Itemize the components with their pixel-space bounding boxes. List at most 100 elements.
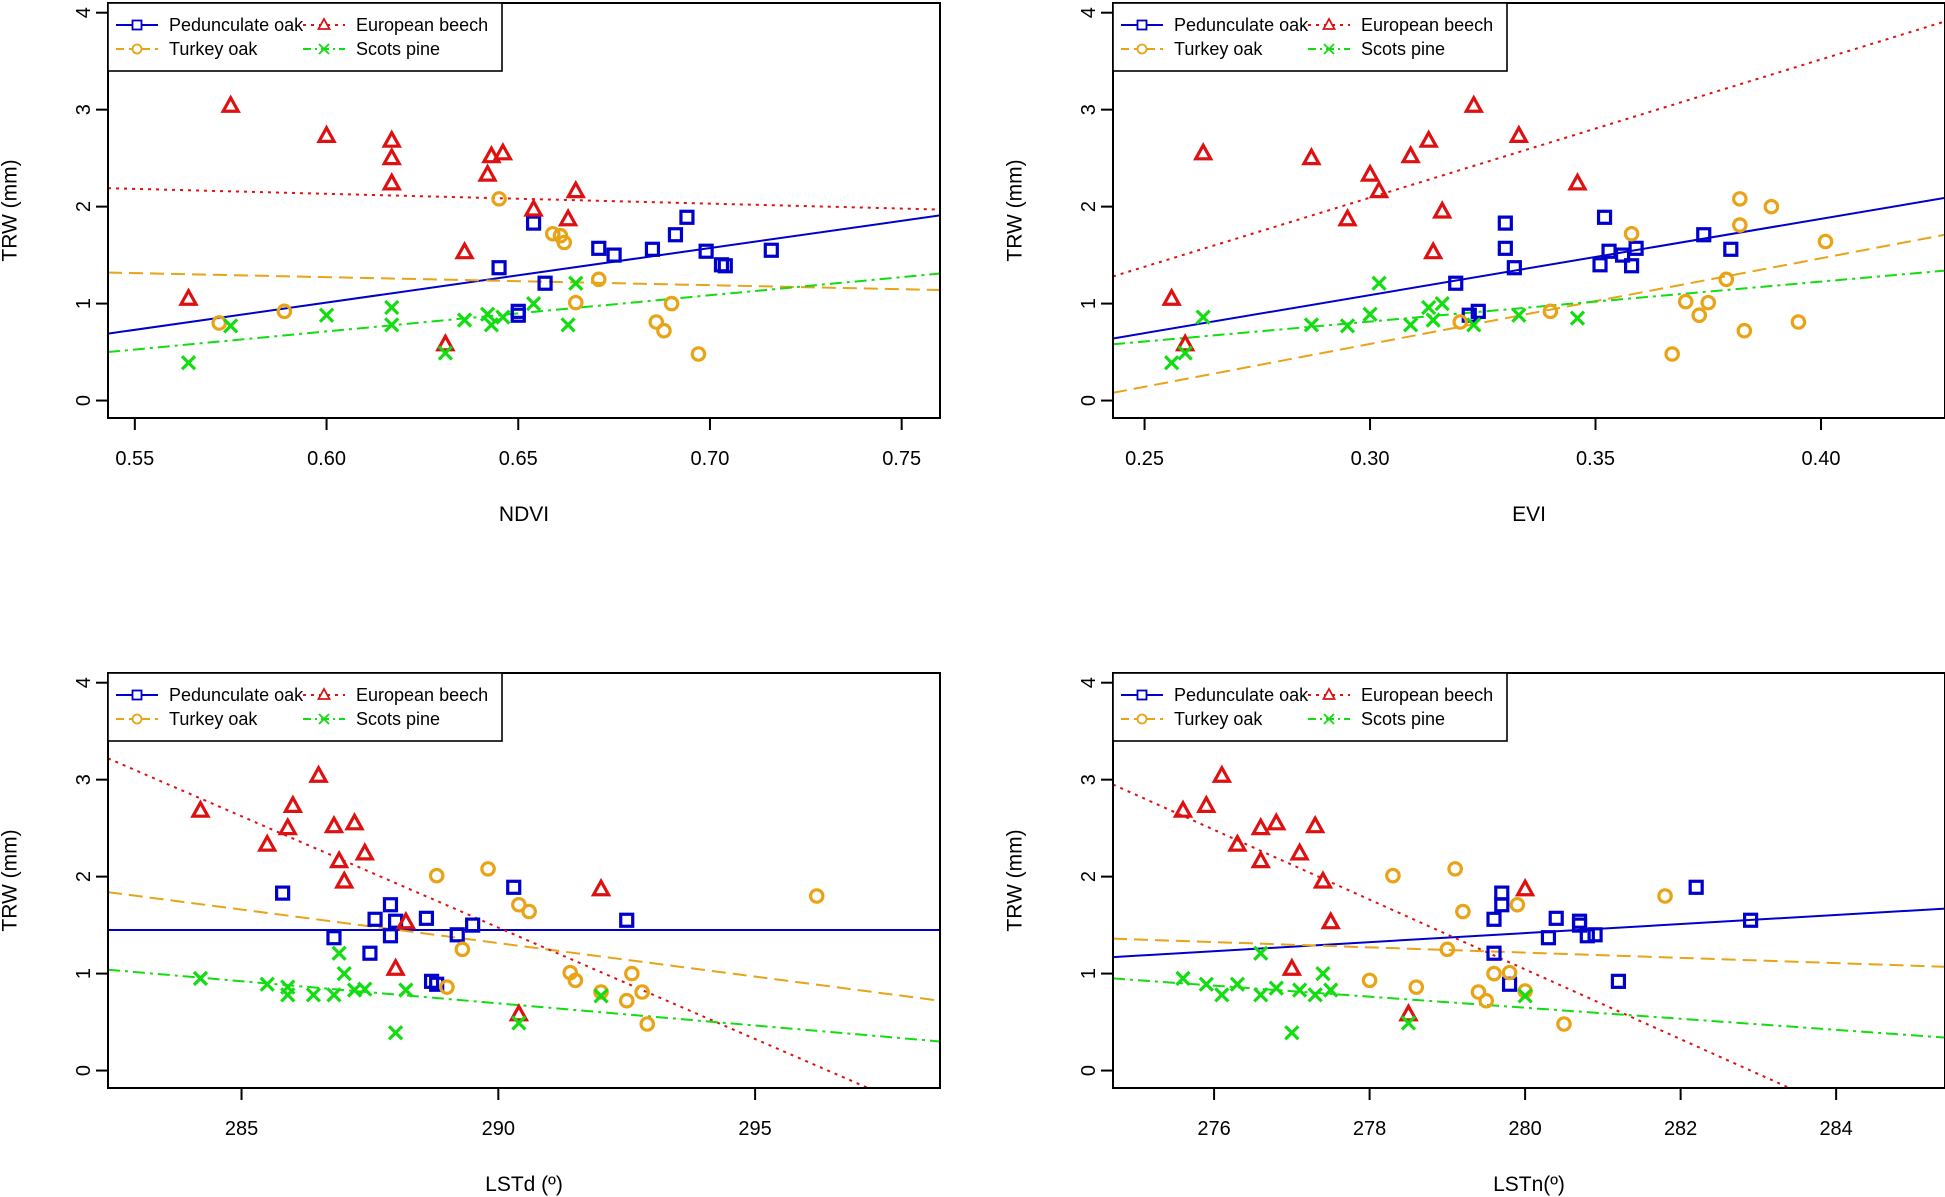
x-tick-label: 0.60	[307, 448, 346, 470]
point-scots_pine	[223, 318, 239, 334]
y-tick-label: 0	[73, 395, 95, 406]
point-turkey_oak	[639, 1016, 656, 1032]
point-turkey_oak	[593, 984, 609, 1000]
legend-label-turkey_oak: Turkey oak	[169, 39, 258, 59]
point-turkey_oak	[624, 965, 640, 982]
point-european_beech	[1196, 794, 1217, 813]
point-scots_pine	[456, 312, 473, 328]
x-tick-label: 282	[1664, 1118, 1697, 1140]
point-turkey_oak	[1385, 867, 1401, 884]
point-european_beech	[323, 814, 345, 834]
point-scots_pine	[1323, 982, 1339, 998]
legend-box	[1112, 2, 1508, 72]
point-scots_pine	[1421, 299, 1437, 316]
plot-frame	[107, 2, 941, 419]
point-european_beech	[220, 94, 241, 113]
point-turkey_oak	[1447, 861, 1463, 877]
point-pedunculate_oak	[418, 910, 435, 926]
fit-line-pedunculate_oak	[108, 214, 940, 335]
point-pedunculate_oak	[1688, 879, 1704, 895]
point-turkey_oak	[276, 303, 293, 320]
point-scots_pine	[1175, 970, 1191, 987]
point-pedunculate_oak	[1610, 973, 1627, 989]
point-scots_pine	[305, 987, 322, 1003]
panel-1: 0 1 2 3 4 0.55 0.60 0.65 0.70 0.75 NDVI TRW (mm) Ped…	[0, 2, 941, 526]
legend-marker-scots_pine	[1323, 43, 1335, 55]
fit-line-european_beech	[1113, 20, 1945, 278]
point-scots_pine	[1425, 312, 1441, 328]
y-tick-label: 2	[73, 201, 95, 212]
point-turkey_oak	[1470, 984, 1487, 1000]
point-turkey_oak	[618, 992, 635, 1009]
x-tick-label: 0.75	[882, 448, 921, 470]
x-tick-label: 290	[482, 1118, 515, 1140]
legend-label-scots_pine: Scots pine	[356, 39, 440, 59]
point-turkey_oak	[656, 322, 672, 339]
point-scots_pine	[318, 307, 335, 323]
x-axis-label: LSTd (º)	[485, 1173, 563, 1196]
point-scots_pine	[280, 979, 296, 995]
point-european_beech	[1337, 207, 1358, 227]
point-scots_pine	[1307, 987, 1323, 1003]
point-turkey_oak	[1623, 225, 1640, 242]
point-european_beech	[1172, 799, 1194, 818]
x-axis-label: NDVI	[499, 503, 549, 526]
point-pedunculate_oak	[275, 885, 291, 901]
point-turkey_oak	[690, 346, 707, 362]
point-scots_pine	[192, 970, 209, 987]
legend-marker-turkey_oak	[131, 713, 143, 725]
legend-label-european_beech: European beech	[356, 685, 488, 705]
legend-label-pedunculate_oak: Pedunculate oak	[1174, 685, 1309, 705]
point-european_beech	[277, 816, 298, 836]
point-scots_pine	[384, 317, 400, 333]
point-pedunculate_oak	[510, 303, 526, 319]
point-european_beech	[1289, 842, 1310, 861]
point-pedunculate_oak	[679, 209, 695, 225]
plot-frame	[107, 672, 941, 1089]
series-turkey_oak	[1452, 191, 1834, 362]
y-tick-label: 2	[1078, 201, 1100, 212]
point-scots_pine	[1163, 355, 1180, 371]
point-scots_pine	[1402, 317, 1419, 333]
point-european_beech	[1174, 333, 1196, 352]
y-tick-label: 3	[73, 104, 95, 115]
point-turkey_oak	[1542, 303, 1559, 320]
point-turkey_oak	[1361, 972, 1378, 989]
point-european_beech	[385, 957, 406, 976]
x-tick-label: 0.25	[1125, 448, 1164, 470]
y-axis-label: TRW (mm)	[0, 159, 22, 261]
y-tick-label: 4	[1078, 677, 1100, 688]
point-european_beech	[1508, 124, 1530, 143]
panel-4: 0 1 2 3 4 276 278 280 282 284 LSTn(º) TRW (mm) Pedun…	[1004, 672, 1945, 1196]
point-scots_pine	[437, 345, 454, 361]
point-european_beech	[256, 833, 278, 852]
legend-marker-pedunculate_oak	[131, 19, 143, 31]
point-european_beech	[328, 849, 350, 869]
fit-line-pedunculate_oak	[1113, 196, 1945, 340]
point-turkey_oak	[428, 867, 445, 884]
point-european_beech	[1431, 200, 1453, 219]
point-pedunculate_oak	[491, 260, 507, 276]
fit-line-turkey_oak	[1113, 233, 1945, 394]
point-pedunculate_oak	[644, 241, 661, 257]
point-pedunculate_oak	[1579, 928, 1595, 944]
y-tick-label: 0	[1078, 395, 1100, 406]
point-scots_pine	[331, 945, 347, 961]
series-pedunculate_oak	[1486, 879, 1759, 992]
point-pedunculate_oak	[1486, 911, 1502, 927]
y-axis-label: TRW (mm)	[1004, 159, 1027, 261]
legend-label-european_beech: European beech	[1361, 685, 1493, 705]
x-tick-label: 0.35	[1576, 448, 1615, 470]
point-turkey_oak	[663, 295, 680, 312]
point-scots_pine	[1291, 982, 1308, 998]
legend: Pedunculate oak European beech Turkey oak S…	[1112, 2, 1508, 72]
plot-frame	[1112, 672, 1945, 1089]
point-pedunculate_oak	[1448, 275, 1464, 291]
point-european_beech	[1281, 957, 1303, 976]
point-european_beech	[354, 842, 376, 861]
x-tick-label: 0.55	[115, 448, 154, 470]
point-european_beech	[395, 910, 417, 930]
y-tick-label: 3	[1078, 774, 1100, 785]
point-scots_pine	[1400, 1015, 1417, 1031]
point-turkey_oak	[1452, 314, 1469, 330]
